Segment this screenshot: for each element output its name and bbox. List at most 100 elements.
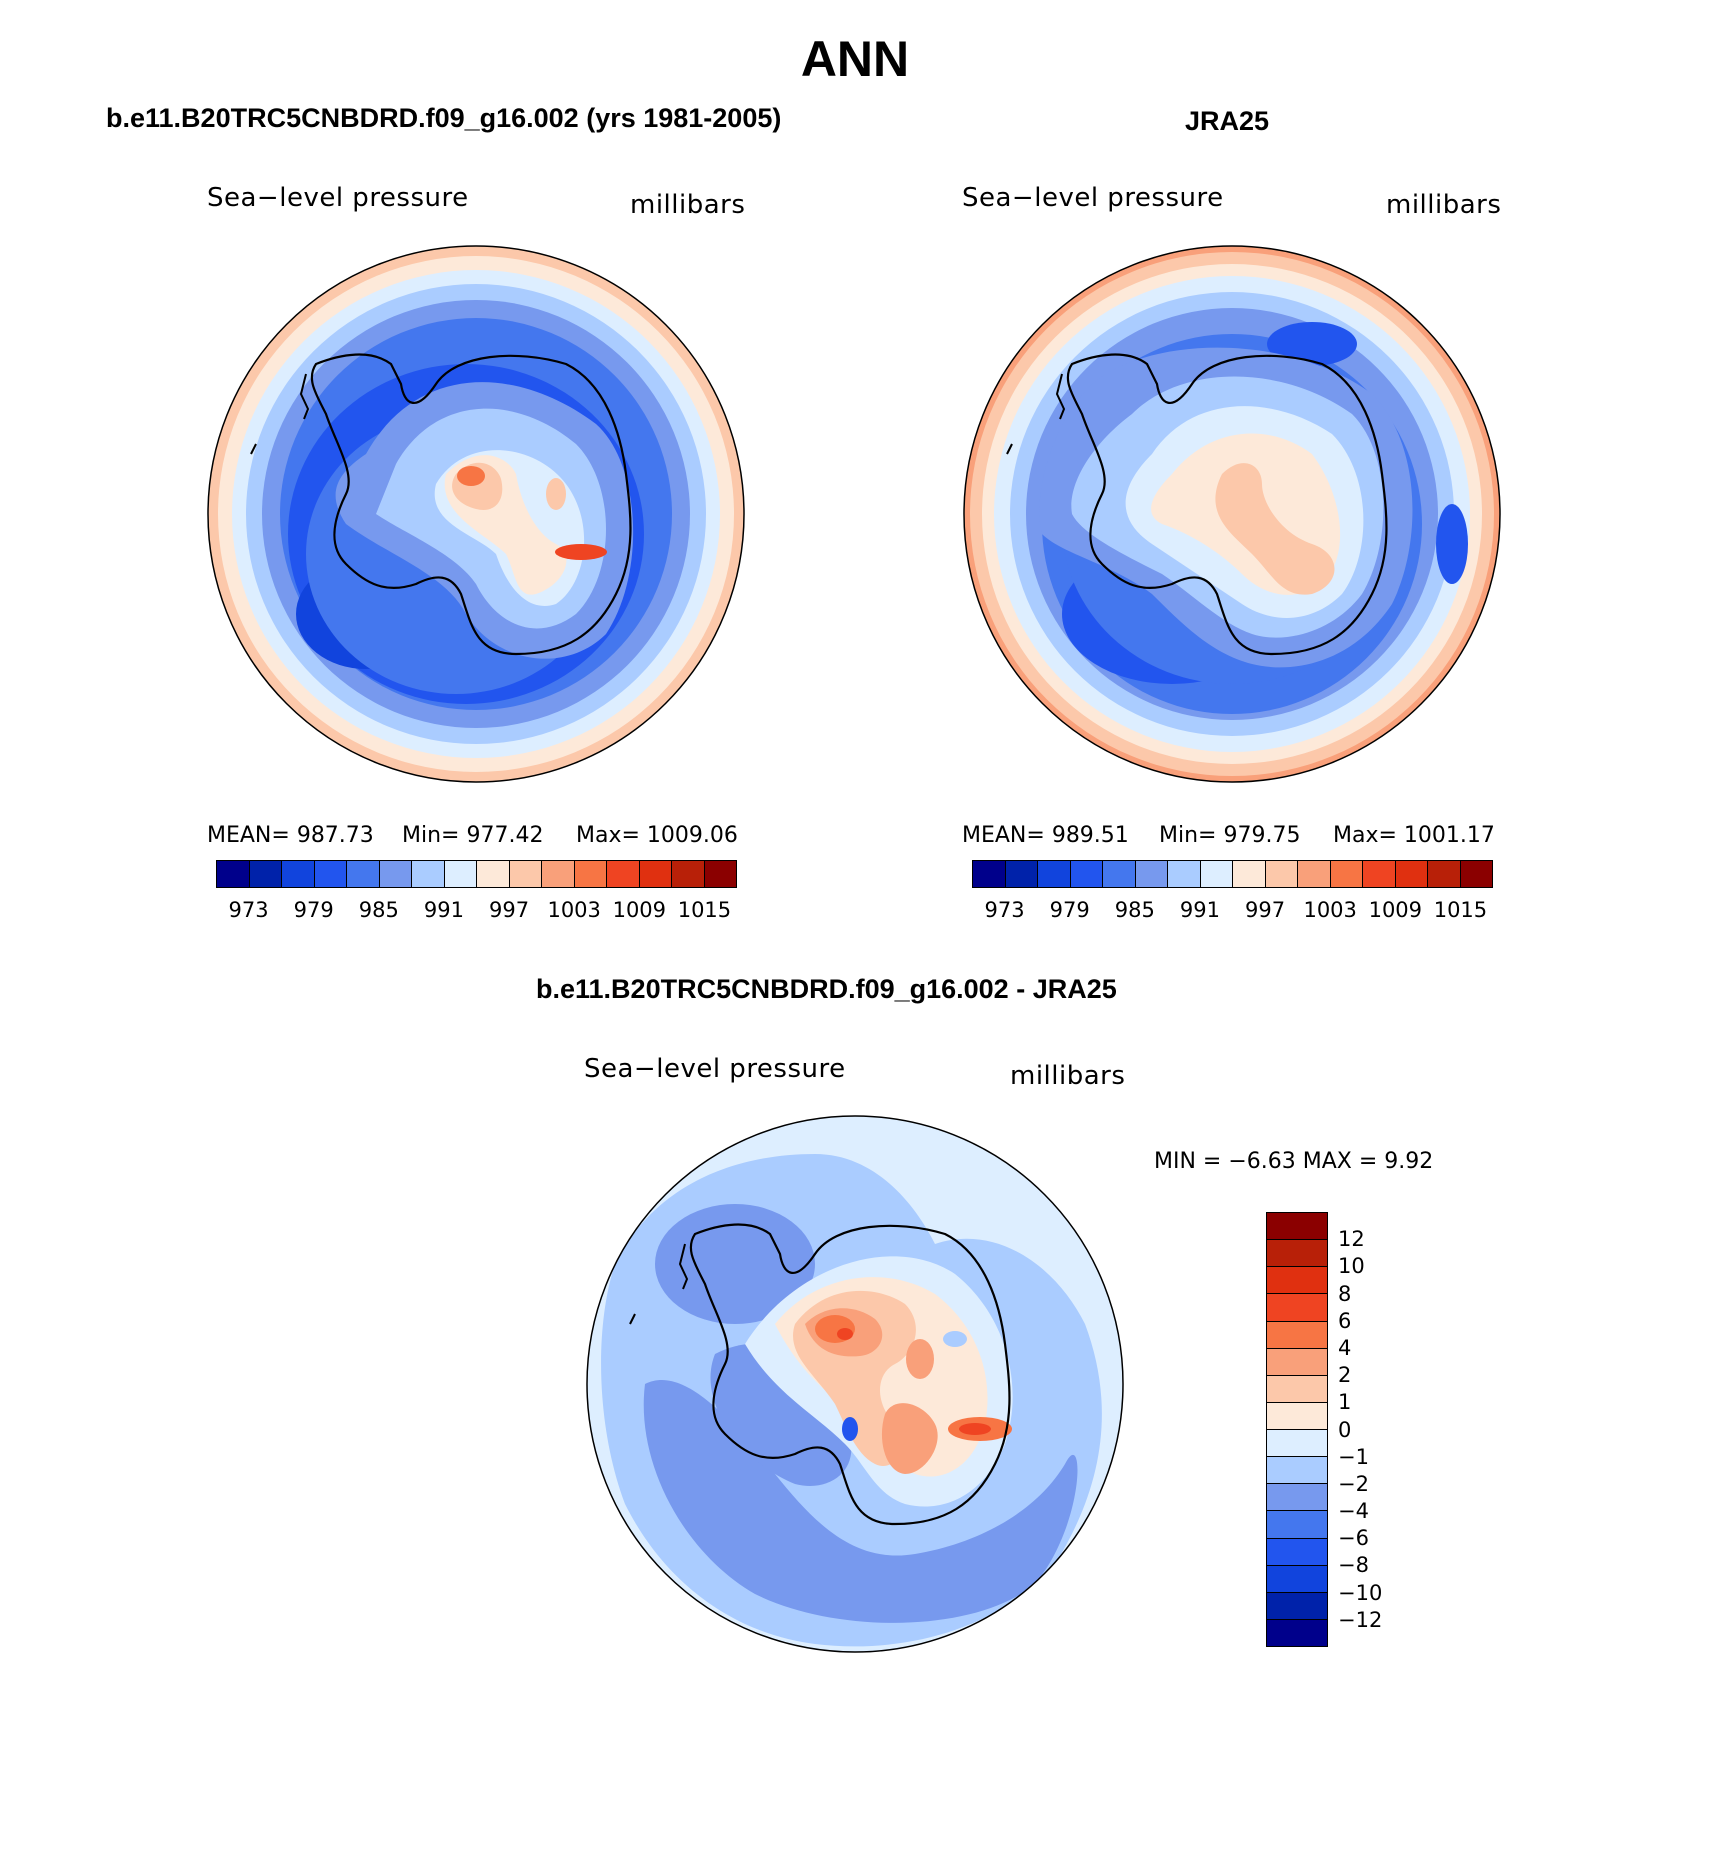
colorbar-swatch	[1298, 861, 1331, 887]
colorbar-swatch	[1363, 861, 1396, 887]
panel-1-map	[207, 245, 745, 783]
colorbar-swatch	[314, 861, 347, 887]
panel-3-minmax: MIN = −6.63 MAX = 9.92	[1154, 1149, 1434, 1174]
colorbar-swatch	[1233, 861, 1266, 887]
colorbar-swatch	[412, 861, 445, 887]
colorbar-swatch	[249, 861, 282, 887]
panel-1-units-label: millibars	[630, 190, 746, 220]
colorbar-tick-label: 0	[1338, 1417, 1352, 1442]
panel-3-map	[586, 1115, 1124, 1653]
colorbar-swatch	[704, 861, 736, 887]
colorbar-swatch	[1267, 1294, 1327, 1322]
panel-1-colorbar	[216, 860, 737, 888]
colorbar-tick-label: 1	[1338, 1390, 1352, 1415]
panel-2-map	[963, 245, 1501, 783]
colorbar-swatch	[542, 861, 575, 887]
colorbar-tick-label: 1015	[1433, 898, 1488, 922]
colorbar-tick-label: 997	[1245, 898, 1286, 922]
colorbar-tick-label: 973	[984, 898, 1025, 922]
panel-1-max: Max= 1009.06	[576, 823, 738, 848]
colorbar-swatch	[1428, 861, 1461, 887]
colorbar-swatch	[1267, 1348, 1327, 1376]
colorbar-swatch	[1267, 1457, 1327, 1485]
colorbar-tick-label: 4	[1338, 1335, 1352, 1360]
colorbar-swatch	[282, 861, 315, 887]
colorbar-swatch	[607, 861, 640, 887]
colorbar-swatch	[1395, 861, 1428, 887]
colorbar-swatch	[574, 861, 607, 887]
colorbar-swatch	[1135, 861, 1168, 887]
panel-2-units-label: millibars	[1386, 190, 1502, 220]
colorbar-tick-label: −1	[1338, 1444, 1369, 1469]
colorbar-swatch	[1070, 861, 1103, 887]
colorbar-tick-label: 997	[489, 898, 530, 922]
colorbar-tick-label: 1015	[677, 898, 732, 922]
colorbar-swatch	[217, 861, 250, 887]
panel-2-max: Max= 1001.17	[1333, 823, 1495, 848]
colorbar-tick-label: 991	[1179, 898, 1220, 922]
colorbar-tick-label: 979	[1049, 898, 1090, 922]
colorbar-swatch	[1267, 1511, 1327, 1539]
colorbar-swatch	[1267, 1538, 1327, 1566]
panel-2-field-label: Sea−level pressure	[962, 183, 1224, 213]
colorbar-swatch	[1267, 1484, 1327, 1512]
colorbar-swatch	[1267, 1402, 1327, 1430]
colorbar-swatch	[1267, 1430, 1327, 1458]
colorbar-swatch	[1265, 861, 1298, 887]
colorbar-tick-label: 985	[358, 898, 399, 922]
panel-2-colorbar-ticks: 973 979 985 991 997 1003 1009 1015	[972, 898, 1493, 924]
colorbar-swatch	[1005, 861, 1038, 887]
colorbar-swatch	[1267, 1321, 1327, 1349]
colorbar-swatch	[444, 861, 477, 887]
colorbar-tick-label: 1003	[547, 898, 601, 922]
colorbar-swatch	[379, 861, 412, 887]
colorbar-tick-label: 985	[1114, 898, 1155, 922]
colorbar-tick-label: 8	[1338, 1281, 1352, 1306]
panel-3-colorbar-ticks: 12 10 8 6 4 2 1 0 −1 −2 −4 −6 −8 −10 −12	[1338, 1212, 1418, 1647]
panel-2-heading: JRA25	[1185, 106, 1270, 136]
colorbar-swatch	[1267, 1592, 1327, 1620]
colorbar-tick-label: 1009	[1368, 898, 1423, 922]
colorbar-swatch	[1330, 861, 1363, 887]
colorbar-swatch	[1267, 1240, 1327, 1268]
panel-3-units-label: millibars	[1010, 1061, 1126, 1091]
colorbar-tick-label: 6	[1338, 1308, 1352, 1333]
panel-3-colorbar	[1266, 1212, 1328, 1647]
colorbar-tick-label: −12	[1338, 1607, 1383, 1632]
colorbar-tick-label: 12	[1338, 1227, 1365, 1252]
colorbar-swatch	[672, 861, 705, 887]
panel-1-min: Min= 977.42	[402, 823, 544, 848]
colorbar-tick-label: −8	[1338, 1553, 1369, 1578]
panel-1-field-label: Sea−level pressure	[207, 183, 469, 213]
colorbar-tick-label: 1009	[612, 898, 667, 922]
colorbar-tick-label: 10	[1338, 1254, 1365, 1279]
colorbar-tick-label: 973	[228, 898, 269, 922]
colorbar-swatch	[1103, 861, 1136, 887]
panel-2-colorbar	[972, 860, 1493, 888]
panel-1-heading: b.e11.B20TRC5CNBDRD.f09_g16.002 (yrs 198…	[106, 103, 782, 133]
colorbar-swatch	[1267, 1213, 1327, 1241]
figure-title: ANN	[800, 31, 910, 87]
colorbar-swatch	[1200, 861, 1233, 887]
colorbar-swatch	[1267, 1619, 1327, 1646]
colorbar-swatch	[1168, 861, 1201, 887]
panel-3-field-label: Sea−level pressure	[584, 1054, 846, 1084]
colorbar-tick-label: −10	[1338, 1580, 1383, 1605]
colorbar-swatch	[477, 861, 510, 887]
colorbar-swatch	[639, 861, 672, 887]
colorbar-swatch	[347, 861, 380, 887]
panel-1-colorbar-ticks: 973 979 985 991 997 1003 1009 1015	[216, 898, 737, 924]
panel-2-min: Min= 979.75	[1159, 823, 1301, 848]
colorbar-tick-label: −2	[1338, 1471, 1369, 1496]
colorbar-tick-label: 1003	[1303, 898, 1357, 922]
colorbar-swatch	[1267, 1375, 1327, 1403]
colorbar-tick-label: −4	[1338, 1499, 1369, 1524]
panel-3-heading: b.e11.B20TRC5CNBDRD.f09_g16.002 - JRA25	[536, 974, 1117, 1004]
colorbar-swatch	[1267, 1565, 1327, 1593]
colorbar-tick-label: 991	[423, 898, 464, 922]
colorbar-tick-label: 2	[1338, 1363, 1352, 1388]
colorbar-swatch	[1460, 861, 1492, 887]
panel-1-mean: MEAN= 987.73	[207, 823, 374, 848]
colorbar-swatch	[509, 861, 542, 887]
colorbar-swatch	[1267, 1267, 1327, 1295]
